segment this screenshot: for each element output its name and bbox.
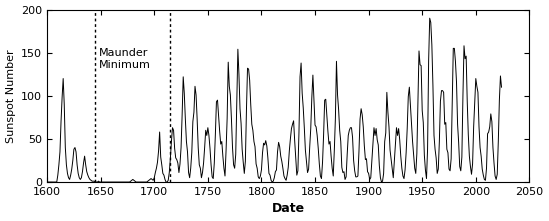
Text: Maunder
Minimum: Maunder Minimum — [98, 48, 150, 70]
Y-axis label: Sunspot Number: Sunspot Number — [5, 49, 15, 143]
X-axis label: Date: Date — [272, 202, 305, 215]
